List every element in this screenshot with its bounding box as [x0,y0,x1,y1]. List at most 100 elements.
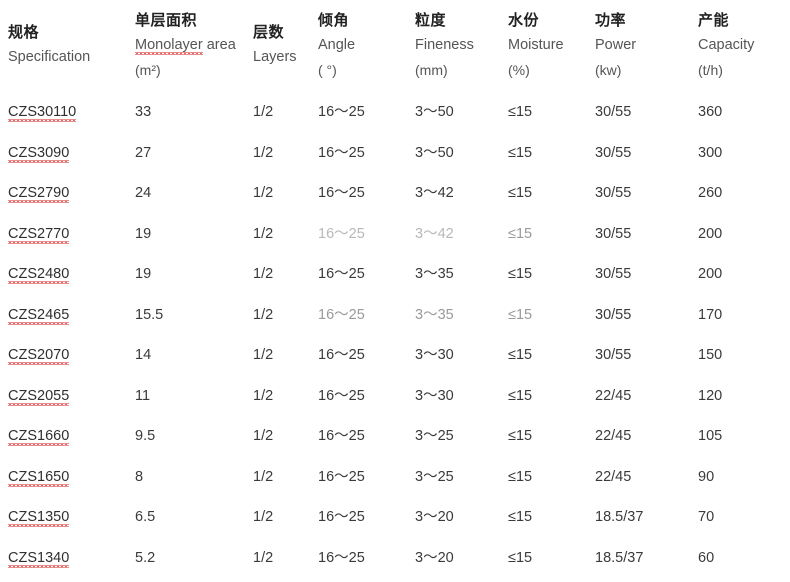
cell-layers: 1/2 [253,225,274,242]
column-header-moisture-cn: 水份 [508,12,540,29]
cell-area: 5.2 [135,549,156,566]
cell-model: CZS2465 [8,306,70,324]
cell-power: 30/55 [595,306,632,323]
cell-power: 22/45 [595,468,632,485]
cell-layers: 1/2 [253,468,274,485]
column-header-layers: 层数 Layers [253,20,297,70]
column-header-power-en: Power [595,37,637,53]
cell-layers: 1/2 [253,509,274,525]
cell-angle: 16～25 [318,428,365,444]
column-header-monolayer-area-unit: (m²) [135,62,161,78]
cell-moisture: ≤15 [508,509,533,525]
cell-area: 19 [135,266,152,282]
column-header-monolayer-area-en-rest: area [202,37,236,53]
column-header-power-unit: (kw) [595,62,622,78]
cell-power: 30/55 [595,347,632,363]
table-row: CZS2480 19 1/2 16～25 3～35 ≤15 30/55 200 [0,257,790,298]
column-header-moisture-unit: (%) [508,62,530,78]
cell-model: CZS2480 [8,265,70,283]
cell-moisture: ≤15 [508,347,533,363]
cell-layers: 1/2 [253,144,274,161]
cell-capacity: 200 [698,225,723,242]
cell-fineness: 3～50 [415,144,454,161]
cell-layers: 1/2 [253,347,274,363]
cell-angle: 16～25 [318,306,365,323]
cell-fineness: 3～30 [415,387,454,404]
cell-moisture: ≤15 [508,144,533,161]
cell-area: 6.5 [135,509,156,525]
table-row: CZS2790 24 1/2 16～25 3～42 ≤15 30/55 260 [0,176,790,217]
cell-area: 8 [135,468,144,485]
cell-moisture: ≤15 [508,266,533,282]
cell-angle: 16～25 [318,549,365,566]
spellcheck-word-monolayer: Monolayer [135,37,203,53]
cell-power: 18.5/37 [595,509,644,525]
cell-layers: 1/2 [253,387,274,404]
column-header-layers-cn: 层数 [253,24,285,41]
cell-area: 19 [135,225,152,242]
cell-power: 18.5/37 [595,549,644,566]
column-header-capacity: 产能 Capacity (t/h) [698,8,754,83]
cell-layers: 1/2 [253,428,274,444]
column-header-moisture: 水份 Moisture (%) [508,8,564,83]
cell-power: 22/45 [595,428,632,444]
cell-capacity: 70 [698,509,715,525]
cell-fineness: 3～20 [415,509,454,525]
cell-angle: 16～25 [318,509,365,525]
cell-area: 33 [135,104,152,120]
cell-capacity: 300 [698,144,723,161]
cell-capacity: 90 [698,468,715,485]
column-header-monolayer-area: 单层面积 Monolayer area (m²) [135,8,236,83]
spellcheck-word-model: CZS1660 [8,428,70,444]
table-row: CZS1340 5.2 1/2 16～25 3～20 ≤15 18.5/37 60 [0,541,790,582]
cell-angle: 16～25 [318,104,365,120]
cell-capacity: 60 [698,549,715,566]
cell-model: CZS2070 [8,346,70,364]
cell-power: 30/55 [595,104,632,120]
cell-fineness: 3～25 [415,428,454,444]
cell-power: 30/55 [595,225,632,242]
column-header-layers-en: Layers [253,49,297,65]
spellcheck-word-model: CZS2055 [8,387,70,404]
table-row: CZS30110 33 1/2 16～25 3～50 ≤15 30/55 360 [0,95,790,136]
column-header-fineness-cn: 粒度 [415,12,447,29]
spellcheck-word-model: CZS30110 [8,104,77,120]
cell-angle: 16～25 [318,185,365,201]
cell-area: 11 [135,387,151,404]
cell-model: CZS30110 [8,103,77,121]
cell-moisture: ≤15 [508,428,533,444]
cell-model: CZS2790 [8,184,70,202]
cell-angle: 16～25 [318,347,365,363]
spellcheck-word-model: CZS1350 [8,509,70,525]
cell-angle: 16～25 [318,266,365,282]
table-header-row: 规格 Specification 单层面积 Monolayer area (m²… [0,0,790,95]
cell-model: CZS2055 [8,387,70,405]
cell-angle: 16～25 [318,225,365,242]
cell-model: CZS1660 [8,427,70,445]
cell-area: 27 [135,144,152,161]
cell-layers: 1/2 [253,104,274,120]
cell-fineness: 3～35 [415,306,454,323]
cell-moisture: ≤15 [508,225,533,242]
column-header-monolayer-area-en: Monolayer area [135,33,236,58]
spellcheck-word-model: CZS3090 [8,144,70,161]
cell-angle: 16～25 [318,468,365,485]
table-row: CZS2770 19 1/2 16～25 3～42 ≤15 30/55 200 [0,217,790,258]
cell-fineness: 3～42 [415,185,454,201]
cell-capacity: 170 [698,306,723,323]
cell-moisture: ≤15 [508,104,533,120]
cell-area: 14 [135,347,152,363]
cell-capacity: 120 [698,387,723,404]
spellcheck-word-model: CZS1340 [8,549,70,566]
column-header-power: 功率 Power (kw) [595,8,636,83]
spellcheck-word-model: CZS2070 [8,347,70,363]
cell-fineness: 3～35 [415,266,454,282]
column-header-capacity-unit: (t/h) [698,62,723,78]
column-header-angle-unit: ( °) [318,62,337,78]
column-header-moisture-en: Moisture [508,37,564,53]
column-header-angle: 倾角 Angle ( °) [318,8,355,83]
cell-capacity: 360 [698,104,723,120]
spellcheck-word-model: CZS2465 [8,306,70,323]
cell-model: CZS1650 [8,468,70,486]
column-header-specification: 规格 Specification [8,20,90,70]
